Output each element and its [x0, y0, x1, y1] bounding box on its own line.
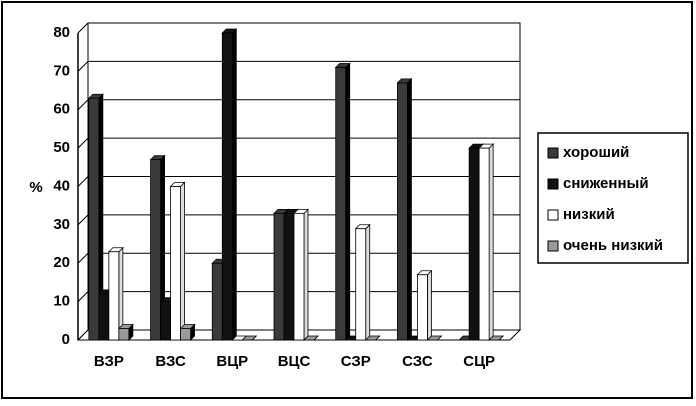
bar [283, 212, 295, 341]
bar [211, 262, 223, 341]
bar [98, 293, 110, 341]
x-tick-label: ВЦР [216, 353, 248, 370]
y-tick-label: 80 [53, 24, 70, 41]
y-tick-label: 70 [53, 62, 70, 79]
bar [478, 147, 490, 341]
bar-side [180, 181, 185, 341]
x-tick-label: СЗС [402, 353, 433, 370]
bar [221, 32, 233, 341]
bar [88, 97, 100, 341]
legend-swatch [547, 178, 559, 190]
bar [150, 159, 161, 341]
bar-top [426, 335, 443, 341]
bar [417, 274, 428, 341]
bar [273, 212, 285, 341]
bar-top [303, 335, 319, 341]
bar-side [303, 208, 309, 341]
grid-line [77, 137, 520, 149]
grid-line [77, 60, 520, 72]
x-tick-label: ВЗР [94, 353, 124, 370]
bar [355, 228, 367, 341]
bar [468, 147, 480, 341]
legend-label: хороший [563, 144, 629, 161]
bar-top [488, 335, 505, 341]
bar [180, 328, 191, 341]
grid-line [77, 252, 520, 264]
bar-side [231, 28, 237, 341]
y-tick-label: 20 [53, 254, 70, 271]
bar [118, 328, 130, 341]
y-tick-label: 30 [53, 216, 70, 233]
y-axis-label: % [29, 179, 42, 196]
y-tick-label: 10 [53, 293, 70, 310]
grid-line [77, 329, 520, 341]
bar [293, 212, 305, 341]
x-tick-label: ВЗС [155, 353, 186, 370]
bar-side [407, 77, 412, 341]
bar-side [488, 143, 494, 341]
bar [397, 82, 408, 341]
bar [160, 301, 171, 341]
y-tick-label: 0 [62, 331, 70, 348]
y-tick-label: 40 [53, 177, 70, 194]
grid-line [77, 22, 520, 34]
x-tick-label: ВЦС [278, 353, 311, 370]
bar-top [241, 335, 258, 341]
bar-top [364, 335, 381, 341]
grid-line [77, 99, 520, 111]
x-tick-label: СЦР [463, 353, 495, 370]
legend-label: низкий [563, 206, 615, 223]
legend [537, 132, 689, 264]
bar-side [365, 223, 371, 341]
grid-line [77, 291, 520, 302]
legend-swatch [547, 240, 559, 252]
y-tick-label: 50 [53, 139, 70, 156]
grid-line [77, 214, 520, 226]
bar [335, 67, 347, 341]
bar [108, 251, 120, 341]
legend-label: сниженный [563, 175, 649, 192]
bar [170, 186, 181, 341]
legend-label: очень низкий [563, 237, 663, 254]
x-tick-label: СЗР [341, 353, 371, 370]
legend-swatch [547, 209, 559, 221]
y-tick-label: 60 [53, 101, 70, 118]
bar-side [427, 269, 432, 341]
legend-swatch [547, 147, 559, 159]
bar-side [345, 62, 351, 341]
grid-line [77, 176, 520, 187]
